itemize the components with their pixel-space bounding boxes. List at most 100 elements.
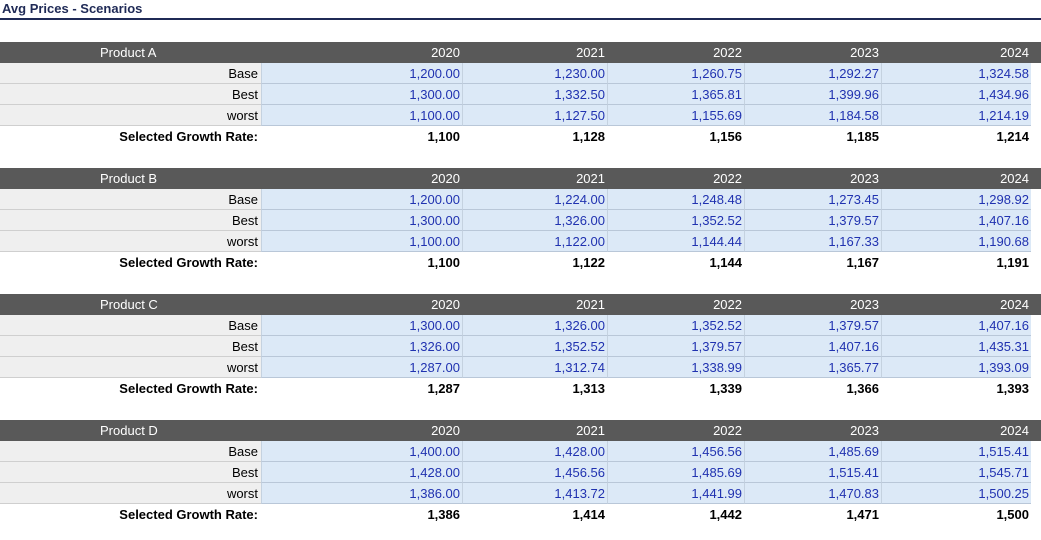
scenario-label[interactable]: Best	[0, 84, 261, 105]
value-cell[interactable]: 1,515.41	[744, 462, 881, 483]
selected-growth-label[interactable]: Selected Growth Rate:	[0, 378, 261, 399]
year-header[interactable]: 2021	[576, 45, 605, 60]
value-cell[interactable]: 1,332.50	[462, 84, 607, 105]
value-cell[interactable]: 1,155.69	[607, 105, 744, 126]
year-header[interactable]: 2022	[713, 297, 742, 312]
value-cell[interactable]: 1,428.00	[261, 462, 462, 483]
scenario-label[interactable]: Best	[0, 462, 261, 483]
value-cell[interactable]: 1,300.00	[261, 210, 462, 231]
value-cell[interactable]: 1,287.00	[261, 357, 462, 378]
selected-value[interactable]: 1,214	[881, 126, 1031, 147]
value-cell[interactable]: 1,386.00	[261, 483, 462, 504]
selected-value[interactable]: 1,144	[607, 252, 744, 273]
value-cell[interactable]: 1,326.00	[261, 336, 462, 357]
value-cell[interactable]: 1,379.57	[744, 315, 881, 336]
value-cell[interactable]: 1,200.00	[261, 63, 462, 84]
value-cell[interactable]: 1,470.83	[744, 483, 881, 504]
value-cell[interactable]: 1,400.00	[261, 441, 462, 462]
year-header[interactable]: 2022	[713, 171, 742, 186]
value-cell[interactable]: 1,456.56	[462, 462, 607, 483]
value-cell[interactable]: 1,224.00	[462, 189, 607, 210]
year-header[interactable]: 2021	[576, 171, 605, 186]
value-cell[interactable]: 1,435.31	[881, 336, 1031, 357]
value-cell[interactable]: 1,292.27	[744, 63, 881, 84]
year-header[interactable]: 2020	[431, 423, 460, 438]
selected-value[interactable]: 1,128	[462, 126, 607, 147]
scenario-label[interactable]: Best	[0, 210, 261, 231]
year-header[interactable]: 2020	[431, 171, 460, 186]
value-cell[interactable]: 1,326.00	[462, 210, 607, 231]
year-header[interactable]: 2024	[1000, 423, 1029, 438]
year-header[interactable]: 2022	[713, 423, 742, 438]
value-cell[interactable]: 1,352.52	[607, 315, 744, 336]
selected-value[interactable]: 1,414	[462, 504, 607, 525]
value-cell[interactable]: 1,324.58	[881, 63, 1031, 84]
value-cell[interactable]: 1,100.00	[261, 105, 462, 126]
value-cell[interactable]: 1,230.00	[462, 63, 607, 84]
year-header[interactable]: 2020	[431, 297, 460, 312]
value-cell[interactable]: 1,393.09	[881, 357, 1031, 378]
selected-value[interactable]: 1,167	[744, 252, 881, 273]
value-cell[interactable]: 1,312.74	[462, 357, 607, 378]
value-cell[interactable]: 1,122.00	[462, 231, 607, 252]
selected-value[interactable]: 1,313	[462, 378, 607, 399]
value-cell[interactable]: 1,428.00	[462, 441, 607, 462]
selected-growth-label[interactable]: Selected Growth Rate:	[0, 252, 261, 273]
value-cell[interactable]: 1,190.68	[881, 231, 1031, 252]
selected-value[interactable]: 1,366	[744, 378, 881, 399]
value-cell[interactable]: 1,248.48	[607, 189, 744, 210]
value-cell[interactable]: 1,260.75	[607, 63, 744, 84]
scenario-label[interactable]: worst	[0, 483, 261, 504]
value-cell[interactable]: 1,298.92	[881, 189, 1031, 210]
scenario-label[interactable]: Base	[0, 441, 261, 462]
value-cell[interactable]: 1,407.16	[881, 315, 1031, 336]
year-header[interactable]: 2023	[850, 423, 879, 438]
value-cell[interactable]: 1,407.16	[881, 210, 1031, 231]
year-header[interactable]: 2023	[850, 171, 879, 186]
product-name[interactable]: Product B	[100, 171, 158, 186]
value-cell[interactable]: 1,485.69	[607, 462, 744, 483]
scenario-label[interactable]: worst	[0, 105, 261, 126]
value-cell[interactable]: 1,379.57	[607, 336, 744, 357]
value-cell[interactable]: 1,545.71	[881, 462, 1031, 483]
value-cell[interactable]: 1,338.99	[607, 357, 744, 378]
scenario-label[interactable]: worst	[0, 231, 261, 252]
value-cell[interactable]: 1,441.99	[607, 483, 744, 504]
year-header[interactable]: 2024	[1000, 45, 1029, 60]
value-cell[interactable]: 1,326.00	[462, 315, 607, 336]
selected-value[interactable]: 1,500	[881, 504, 1031, 525]
value-cell[interactable]: 1,434.96	[881, 84, 1031, 105]
selected-value[interactable]: 1,100	[261, 126, 462, 147]
selected-value[interactable]: 1,191	[881, 252, 1031, 273]
value-cell[interactable]: 1,273.45	[744, 189, 881, 210]
year-header[interactable]: 2022	[713, 45, 742, 60]
value-cell[interactable]: 1,515.41	[881, 441, 1031, 462]
scenario-label[interactable]: worst	[0, 357, 261, 378]
product-name[interactable]: Product C	[100, 297, 158, 312]
value-cell[interactable]: 1,184.58	[744, 105, 881, 126]
value-cell[interactable]: 1,200.00	[261, 189, 462, 210]
product-name[interactable]: Product A	[100, 45, 157, 60]
value-cell[interactable]: 1,100.00	[261, 231, 462, 252]
value-cell[interactable]: 1,214.19	[881, 105, 1031, 126]
selected-value[interactable]: 1,185	[744, 126, 881, 147]
value-cell[interactable]: 1,407.16	[744, 336, 881, 357]
value-cell[interactable]: 1,167.33	[744, 231, 881, 252]
year-header[interactable]: 2023	[850, 45, 879, 60]
year-header[interactable]: 2024	[1000, 297, 1029, 312]
value-cell[interactable]: 1,379.57	[744, 210, 881, 231]
selected-growth-label[interactable]: Selected Growth Rate:	[0, 504, 261, 525]
selected-value[interactable]: 1,471	[744, 504, 881, 525]
selected-value[interactable]: 1,156	[607, 126, 744, 147]
selected-growth-label[interactable]: Selected Growth Rate:	[0, 126, 261, 147]
selected-value[interactable]: 1,442	[607, 504, 744, 525]
scenario-label[interactable]: Base	[0, 63, 261, 84]
value-cell[interactable]: 1,300.00	[261, 84, 462, 105]
value-cell[interactable]: 1,352.52	[607, 210, 744, 231]
selected-value[interactable]: 1,393	[881, 378, 1031, 399]
year-header[interactable]: 2020	[431, 45, 460, 60]
selected-value[interactable]: 1,386	[261, 504, 462, 525]
year-header[interactable]: 2023	[850, 297, 879, 312]
selected-value[interactable]: 1,100	[261, 252, 462, 273]
selected-value[interactable]: 1,122	[462, 252, 607, 273]
